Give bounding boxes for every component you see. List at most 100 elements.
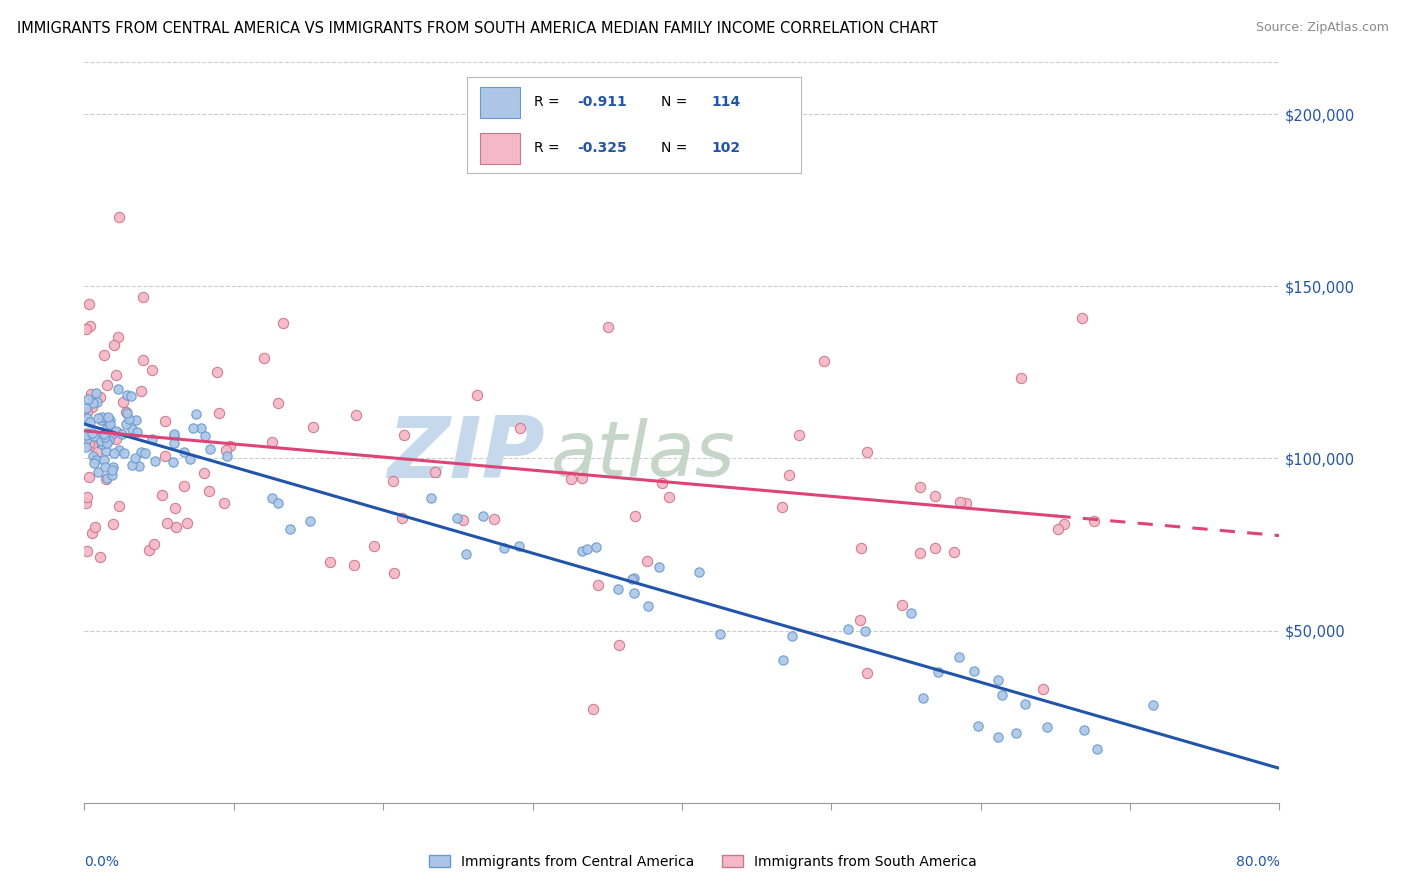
- Point: [76, 404, 98, 418]
- Point: [76, 544, 98, 558]
- Point: [454, 547, 477, 561]
- Point: [103, 338, 125, 352]
- Point: [103, 446, 125, 460]
- Point: [900, 606, 922, 620]
- Point: [89, 549, 111, 564]
- Point: [75, 322, 97, 336]
- Point: [118, 411, 141, 425]
- Point: [93, 427, 115, 442]
- Point: [492, 541, 515, 555]
- Point: [912, 691, 935, 706]
- Point: [94, 430, 117, 444]
- Point: [86, 395, 108, 409]
- Text: Source: ZipAtlas.com: Source: ZipAtlas.com: [1256, 21, 1389, 34]
- Point: [219, 439, 242, 453]
- Point: [96, 470, 118, 484]
- Point: [75, 427, 97, 442]
- Point: [75, 401, 97, 415]
- Point: [1036, 720, 1059, 734]
- Point: [651, 475, 673, 490]
- Point: [121, 458, 143, 472]
- Point: [105, 432, 128, 446]
- Point: [927, 665, 949, 680]
- Point: [76, 432, 98, 446]
- Point: [79, 416, 101, 430]
- Point: [76, 410, 98, 425]
- Point: [98, 413, 121, 427]
- Point: [606, 582, 628, 597]
- Point: [98, 417, 121, 432]
- Point: [75, 440, 97, 454]
- Point: [987, 673, 1010, 687]
- Point: [153, 449, 176, 463]
- Point: [120, 389, 142, 403]
- Point: [90, 410, 112, 425]
- Point: [82, 396, 104, 410]
- Point: [963, 664, 986, 678]
- Point: [97, 415, 120, 429]
- Point: [141, 432, 163, 446]
- Point: [623, 586, 645, 600]
- Point: [107, 330, 129, 344]
- Point: [107, 442, 129, 457]
- Point: [215, 442, 238, 457]
- Point: [382, 475, 405, 489]
- Point: [176, 516, 198, 531]
- Point: [588, 578, 610, 592]
- Point: [87, 465, 110, 479]
- Point: [97, 433, 120, 447]
- Point: [943, 545, 966, 559]
- Point: [772, 653, 794, 667]
- Point: [194, 429, 217, 443]
- Point: [83, 456, 105, 470]
- Point: [93, 452, 115, 467]
- Point: [465, 388, 488, 402]
- Point: [111, 427, 134, 442]
- Point: [181, 421, 204, 435]
- Point: [173, 479, 195, 493]
- Point: [163, 427, 186, 442]
- Text: atlas: atlas: [551, 417, 735, 491]
- Point: [198, 442, 221, 456]
- Point: [82, 526, 104, 541]
- Point: [162, 455, 184, 469]
- Point: [104, 368, 127, 382]
- Point: [107, 426, 129, 441]
- Point: [190, 421, 212, 435]
- Point: [90, 434, 112, 449]
- Point: [94, 460, 117, 475]
- Point: [688, 565, 710, 579]
- Point: [142, 537, 165, 551]
- Point: [987, 730, 1010, 744]
- Point: [173, 445, 195, 459]
- Point: [780, 628, 803, 642]
- Point: [1083, 514, 1105, 528]
- Point: [207, 365, 229, 379]
- Point: [508, 539, 530, 553]
- Point: [75, 496, 97, 510]
- Point: [966, 719, 988, 733]
- Text: IMMIGRANTS FROM CENTRAL AMERICA VS IMMIGRANTS FROM SOUTH AMERICA MEDIAN FAMILY I: IMMIGRANTS FROM CENTRAL AMERICA VS IMMIG…: [17, 21, 938, 36]
- Point: [96, 472, 118, 486]
- Point: [607, 639, 630, 653]
- Point: [955, 496, 977, 510]
- Point: [101, 462, 124, 476]
- Point: [112, 445, 135, 459]
- Point: [576, 542, 599, 557]
- Point: [82, 438, 104, 452]
- Point: [582, 702, 605, 716]
- Point: [419, 491, 441, 505]
- Point: [384, 566, 406, 580]
- Point: [193, 467, 215, 481]
- Point: [571, 471, 593, 485]
- Text: ZIP: ZIP: [387, 413, 544, 496]
- Point: [598, 319, 620, 334]
- Point: [658, 490, 681, 504]
- Point: [425, 465, 447, 479]
- Point: [117, 406, 139, 420]
- Point: [215, 449, 238, 463]
- Point: [949, 494, 972, 508]
- Point: [125, 425, 148, 439]
- Point: [89, 390, 111, 404]
- Point: [267, 495, 290, 509]
